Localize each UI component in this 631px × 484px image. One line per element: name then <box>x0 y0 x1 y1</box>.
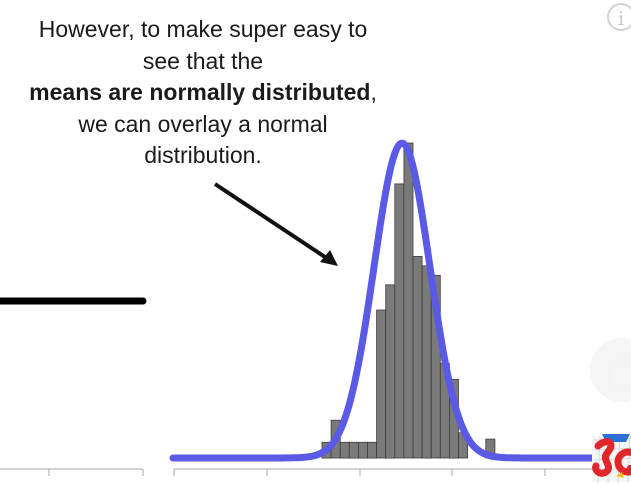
caption-line-3: means are normally distributed, <box>0 77 406 109</box>
pointer-arrow <box>213 182 338 266</box>
histogram-bar <box>385 284 396 459</box>
histogram-bar <box>357 441 368 459</box>
caption-emphasis: means are normally distributed <box>29 79 371 105</box>
histogram-bar <box>412 255 423 459</box>
histogram-bar <box>367 441 378 459</box>
caption-line-1: However, to make super easy to <box>38 16 368 42</box>
histogram-bar <box>421 265 432 459</box>
channel-logo <box>592 434 631 483</box>
histogram-bar <box>376 309 387 459</box>
histogram-bar <box>394 183 405 459</box>
normal-curve <box>169 139 631 462</box>
caption-line-5: distribution. <box>144 142 262 168</box>
caption-line-2: see that the <box>142 47 264 74</box>
caption-comma: , <box>370 79 377 105</box>
histogram-bar <box>339 441 350 459</box>
histogram-bar <box>403 142 414 459</box>
caption-line-4: we can overlay a normal <box>78 110 328 137</box>
x-axis <box>0 468 631 476</box>
caption-text: However, to make super easy to see that … <box>0 14 406 172</box>
histogram <box>321 142 496 459</box>
histogram-bar <box>348 441 359 459</box>
info-icon[interactable]: i <box>607 3 631 31</box>
